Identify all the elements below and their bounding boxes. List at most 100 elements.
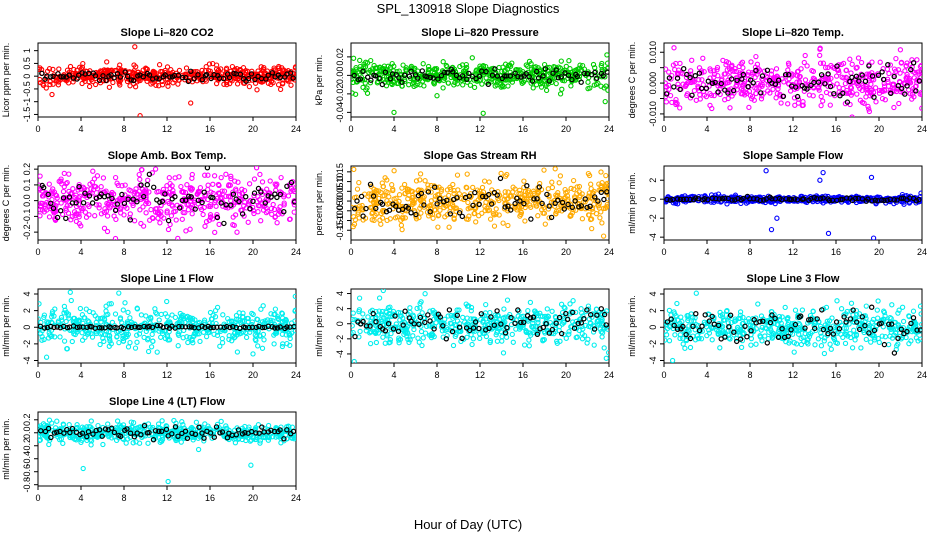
y-tick-label: -2 [335, 335, 345, 343]
overlay-point [562, 70, 568, 76]
data-point [140, 204, 146, 210]
data-point [901, 80, 907, 86]
data-point [850, 195, 856, 201]
overlay-point [400, 322, 406, 328]
data-point [371, 328, 378, 335]
overlay-point [592, 194, 598, 200]
data-point [451, 313, 458, 320]
data-point [43, 354, 50, 360]
data-point [127, 339, 133, 346]
data-point [157, 220, 163, 226]
data-point [454, 318, 461, 324]
data-point [187, 226, 193, 232]
data-point [387, 337, 394, 343]
y-axis-label: degrees C per min. [1, 165, 11, 242]
data-point [162, 311, 169, 317]
data-point [216, 221, 222, 228]
data-point [727, 105, 733, 111]
x-tick-label: 4 [391, 370, 396, 380]
overlay-point [705, 196, 711, 203]
data-point [468, 308, 474, 314]
data-point [770, 86, 776, 92]
data-point [595, 318, 601, 325]
data-point [288, 188, 294, 194]
data-point [570, 298, 576, 304]
overlay-point [891, 73, 897, 80]
y-tick-label: -2 [22, 340, 32, 348]
y-tick-label: 2 [335, 306, 345, 311]
overlay-point [916, 196, 922, 203]
data-point [437, 207, 443, 213]
data-point [518, 190, 524, 197]
data-point [711, 92, 717, 99]
data-point [598, 169, 604, 175]
data-point [125, 309, 131, 316]
data-point [536, 78, 543, 84]
data-point [422, 178, 428, 184]
data-point [585, 79, 591, 85]
data-point [235, 179, 241, 185]
data-point [159, 69, 165, 75]
data-point [357, 57, 363, 64]
data-point [274, 181, 280, 187]
overlay-point [183, 74, 189, 81]
overlay-point [367, 181, 374, 187]
data-point [281, 200, 287, 206]
data-point [388, 326, 394, 332]
data-point [469, 341, 475, 348]
overlay-point [804, 86, 810, 92]
data-point [200, 197, 206, 203]
y-axis-label: degrees C per min. [627, 42, 637, 119]
data-point [549, 308, 555, 314]
data-point [491, 223, 498, 229]
data-point [785, 101, 791, 107]
data-point [596, 205, 602, 211]
data-point [551, 64, 557, 70]
data-point [58, 176, 64, 182]
data-point [491, 212, 497, 218]
chart-panel: Slope Li–820 Temp.0 4 8 12 16 20 24-0.0100.000… [627, 27, 927, 134]
data-point [371, 186, 377, 192]
data-point [226, 319, 232, 325]
overlay-point [281, 208, 287, 215]
data-point [143, 201, 149, 207]
overlay-point [753, 67, 759, 74]
overlay-point [555, 197, 561, 203]
data-point [215, 181, 222, 188]
overlay-point [667, 197, 674, 203]
data-point [591, 342, 597, 348]
data-point [155, 215, 161, 221]
data-point [260, 303, 266, 309]
data-point [467, 194, 474, 201]
data-point [179, 216, 185, 222]
data-point [499, 338, 505, 344]
data-point [150, 327, 156, 333]
data-point [864, 71, 870, 77]
x-tick-label: 12 [788, 247, 798, 257]
x-tick-label: 12 [475, 247, 485, 257]
data-point [904, 60, 910, 66]
data-point [272, 306, 279, 312]
x-tick-label: 20 [248, 247, 258, 257]
data-point [79, 207, 85, 213]
data-point [93, 184, 99, 190]
overlay-point [220, 75, 227, 82]
x-tick-label: 8 [434, 247, 439, 257]
data-point [598, 63, 604, 69]
data-point [205, 182, 211, 188]
data-point [214, 211, 220, 218]
overlay-point [192, 206, 198, 212]
data-point [483, 75, 489, 81]
data-point [825, 230, 832, 237]
data-point [451, 190, 457, 197]
data-point [505, 222, 511, 229]
overlay-point [569, 204, 576, 210]
data-point [277, 209, 284, 215]
data-point [69, 190, 75, 196]
data-point [499, 333, 505, 340]
data-point [734, 82, 740, 88]
data-point [414, 305, 420, 312]
data-point [246, 181, 253, 187]
data-point [284, 340, 290, 347]
